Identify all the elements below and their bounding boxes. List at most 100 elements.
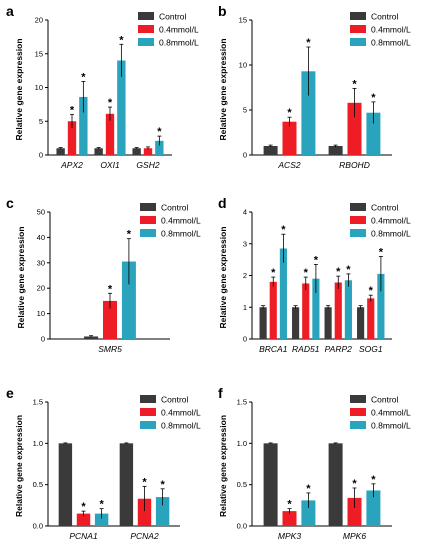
panel-d: d 0 1 2 3 4 Relative gene expression * * BRCA1 * * R…	[218, 195, 411, 354]
y-axis-label: Relative gene expression	[14, 415, 24, 517]
significance-star: *	[306, 483, 311, 495]
legend-swatch	[138, 25, 154, 33]
y-axis-label: Relative gene expression	[218, 415, 228, 517]
significance-star: *	[271, 267, 276, 279]
y-tick-label: 1.5	[237, 398, 247, 407]
x-tick-label: SOG1	[359, 344, 383, 354]
x-tick-label: MPK3	[278, 531, 301, 541]
bar-f-MPK3-1	[282, 511, 297, 526]
x-tick-label: PCNA2	[130, 531, 159, 541]
bar-d-RAD51-1	[302, 283, 310, 339]
y-tick-label: 0.0	[237, 522, 247, 531]
legend-swatch	[350, 25, 366, 33]
x-tick-label: RAD51	[292, 344, 320, 354]
bar-e-PCNA1-0	[58, 443, 73, 526]
y-tick-label: 0	[41, 335, 45, 344]
bar-c-SMR5-1	[103, 300, 117, 339]
bar-d-BRCA1-1	[269, 281, 277, 339]
bar-b-RBOHD-0	[328, 146, 343, 155]
bar-b-RBOHD-2	[366, 112, 381, 155]
x-tick-label: APX2	[60, 160, 83, 170]
y-tick-label: 10	[35, 83, 43, 92]
x-tick-label: GSH2	[136, 160, 159, 170]
legend-swatch	[140, 203, 156, 211]
bar-e-PCNA1-1	[76, 513, 91, 526]
y-tick-label: 1	[243, 303, 247, 312]
y-tick-label: 2	[243, 271, 247, 280]
y-tick-label: 0	[39, 151, 43, 160]
x-tick-label: SMR5	[98, 344, 122, 354]
legend-label: 0.4mmol/L	[161, 408, 201, 418]
legend-swatch	[140, 395, 156, 403]
significance-star: *	[157, 126, 162, 138]
significance-star: *	[142, 476, 147, 488]
legend-label: 0.4mmol/L	[161, 216, 201, 226]
y-tick-label: 0.5	[33, 480, 43, 489]
y-tick-label: 0.5	[237, 480, 247, 489]
bar-d-SOG1-2	[377, 273, 385, 339]
legend-label: 0.8mmol/L	[161, 229, 201, 239]
y-tick-label: 15	[239, 16, 247, 25]
x-tick-label: ACS2	[277, 160, 300, 170]
legend-swatch	[350, 216, 366, 224]
legend-swatch	[138, 38, 154, 46]
bar-e-PCNA1-2	[94, 513, 109, 526]
significance-star: *	[352, 478, 357, 490]
bar-a-APX2-2	[79, 96, 88, 155]
significance-star: *	[304, 267, 309, 279]
legend-label: 0.8mmol/L	[371, 38, 411, 48]
legend-label: 0.4mmol/L	[159, 25, 199, 35]
legend-swatch	[350, 38, 366, 46]
bar-d-PARP2-1	[334, 282, 342, 339]
bar-a-APX2-0	[56, 148, 65, 155]
bar-a-OXI1-2	[117, 60, 126, 155]
legend-swatch	[350, 408, 366, 416]
legend-swatch	[140, 408, 156, 416]
legend-swatch	[350, 395, 366, 403]
y-tick-label: 50	[37, 208, 45, 217]
x-tick-label: PARP2	[325, 344, 353, 354]
y-tick-label: 4	[243, 208, 247, 217]
legend-label: Control	[161, 395, 189, 405]
y-tick-label: 1.0	[33, 439, 43, 448]
bar-a-GSH2-2	[155, 140, 164, 155]
y-tick-label: 1.0	[237, 439, 247, 448]
panel-e: e 0.0 0.5 1.0 1.5 Relative gene expression * * P…	[6, 385, 201, 541]
x-tick-label: OXI1	[100, 160, 120, 170]
legend-label: 0.4mmol/L	[371, 216, 411, 226]
x-tick-label: PCNA1	[69, 531, 98, 541]
significance-star: *	[371, 474, 376, 486]
bar-a-APX2-1	[67, 121, 77, 155]
significance-star: *	[99, 499, 104, 511]
y-tick-label: 5	[39, 117, 43, 126]
x-tick-label: MPK6	[343, 531, 366, 541]
bar-d-RAD51-2	[312, 278, 320, 339]
legend-swatch	[350, 229, 366, 237]
panel-a: a 0 5 10 15 20 Relative gene expression * * APX2 *…	[6, 3, 199, 170]
bar-b-ACS2-2	[301, 71, 316, 155]
legend-label: Control	[371, 395, 399, 405]
legend-label: 0.4mmol/L	[371, 25, 411, 35]
significance-star: *	[287, 499, 292, 511]
significance-star: *	[287, 107, 292, 119]
significance-star: *	[70, 105, 75, 117]
legend-swatch	[350, 12, 366, 20]
bar-a-OXI1-0	[94, 148, 103, 155]
y-tick-label: 10	[239, 61, 247, 70]
panel-f: f 0.0 0.5 1.0 1.5 Relative gene expression * * M…	[218, 385, 411, 541]
legend-label: 0.4mmol/L	[371, 408, 411, 418]
significance-star: *	[108, 97, 113, 109]
significance-star: *	[336, 266, 341, 278]
y-tick-label: 10	[37, 309, 45, 318]
legend-label: Control	[371, 203, 399, 213]
y-tick-label: 0.0	[33, 522, 43, 531]
y-axis-label: Relative gene expression	[14, 38, 24, 140]
significance-star: *	[306, 37, 311, 49]
y-tick-label: 15	[35, 49, 43, 58]
panel-letter: e	[6, 385, 14, 401]
significance-star: *	[81, 71, 86, 83]
significance-star: *	[371, 92, 376, 104]
legend-label: 0.8mmol/L	[161, 421, 201, 431]
y-tick-label: 3	[243, 239, 247, 248]
